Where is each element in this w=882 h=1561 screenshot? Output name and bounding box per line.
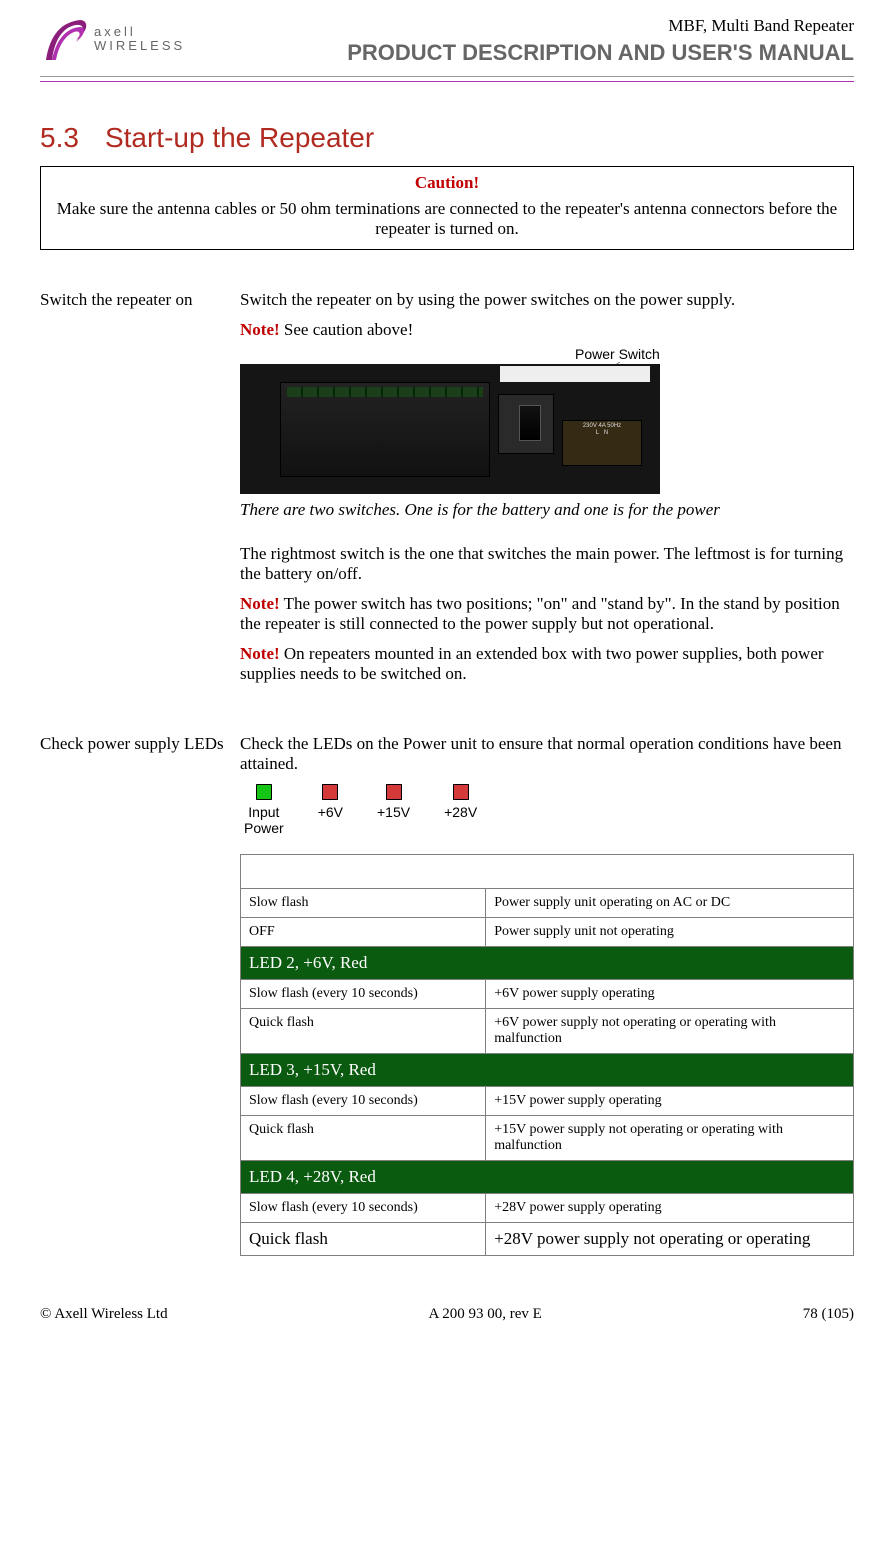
led-meaning: Power supply unit operating on AC or DC (486, 889, 854, 918)
led-color-box (453, 784, 469, 800)
footer-left: © Axell Wireless Ltd (40, 1306, 168, 1323)
step-label: Check power supply LEDs (40, 734, 240, 1256)
led-state: Quick flash (241, 1223, 486, 1256)
led-item: +6V (318, 784, 343, 836)
psu-photo: 230V 4A 50Hz L N (240, 364, 660, 494)
logo: axell WIRELESS (40, 16, 185, 62)
led-label: +6V (318, 804, 343, 820)
divider-accent (40, 81, 854, 82)
step2-intro: Check the LEDs on the Power unit to ensu… (240, 734, 854, 774)
table-section-header: LED 3, +15V, Red (241, 1054, 854, 1087)
page-footer: © Axell Wireless Ltd A 200 93 00, rev E … (40, 1306, 854, 1323)
step1-note2: Note! The power switch has two positions… (240, 594, 854, 634)
led-table: Slow flashPower supply unit operating on… (240, 854, 854, 1256)
table-section-header: LED 2, +6V, Red (241, 947, 854, 980)
step1-note1: Note! See caution above! (240, 320, 854, 340)
step1-p2: The rightmost switch is the one that swi… (240, 544, 854, 584)
photo-caption: There are two switches. One is for the b… (240, 500, 854, 520)
table-row: OFFPower supply unit not operating (241, 918, 854, 947)
led-state: Slow flash (241, 889, 486, 918)
led-meaning: +15V power supply not operating or opera… (486, 1116, 854, 1161)
led-meaning: +6V power supply operating (486, 980, 854, 1009)
led-state: Slow flash (every 10 seconds) (241, 980, 486, 1009)
table-row: Slow flashPower supply unit operating on… (241, 889, 854, 918)
led-label: Input Power (244, 804, 284, 836)
terminal-label: 230V 4A 50Hz L N (562, 420, 642, 466)
led-meaning: +28V power supply operating (486, 1194, 854, 1223)
axell-swirl-icon (40, 16, 90, 62)
step-check-leds: Check power supply LEDs Check the LEDs o… (40, 734, 854, 1256)
section-heading: 5.3 Start-up the Repeater (40, 122, 854, 154)
logo-line1: axell (94, 25, 185, 39)
led-label: +28V (444, 804, 477, 820)
table-row: Quick flash+6V power supply not operatin… (241, 1009, 854, 1054)
led-item: +28V (444, 784, 477, 836)
step-switch-on: Switch the repeater on Switch the repeat… (40, 290, 854, 694)
divider (40, 76, 854, 77)
step1-p1: Switch the repeater on by using the powe… (240, 290, 854, 310)
footer-right: 78 (105) (803, 1306, 854, 1323)
product-name: MBF, Multi Band Repeater (347, 16, 854, 36)
led-state: OFF (241, 918, 486, 947)
led-item: Input Power (244, 784, 284, 836)
caution-box: Caution! Make sure the antenna cables or… (40, 166, 854, 250)
led-label: +15V (377, 804, 410, 820)
led-meaning: +6V power supply not operating or operat… (486, 1009, 854, 1054)
caution-body: Make sure the antenna cables or 50 ohm t… (49, 199, 845, 239)
step-label: Switch the repeater on (40, 290, 240, 694)
led-state: Slow flash (every 10 seconds) (241, 1087, 486, 1116)
table-section-header: LED 4, +28V, Red (241, 1161, 854, 1194)
led-state: Slow flash (every 10 seconds) (241, 1194, 486, 1223)
footer-center: A 200 93 00, rev E (429, 1306, 542, 1323)
table-row: Slow flash (every 10 seconds)+28V power … (241, 1194, 854, 1223)
manual-title: PRODUCT DESCRIPTION AND USER'S MANUAL (347, 40, 854, 66)
table-row: Slow flash (every 10 seconds)+6V power s… (241, 980, 854, 1009)
step1-note3: Note! On repeaters mounted in an extende… (240, 644, 854, 684)
psu-photo-wrap: Power Switch 230V 4A 50Hz L N (240, 364, 660, 494)
page-header: axell WIRELESS MBF, Multi Band Repeater … (40, 16, 854, 66)
led-legend: Input Power +6V +15V +28V (244, 784, 854, 836)
led-item: +15V (377, 784, 410, 836)
caution-title: Caution! (49, 173, 845, 193)
led-color-box (256, 784, 272, 800)
led-state: Quick flash (241, 1009, 486, 1054)
logo-line2: WIRELESS (94, 39, 185, 53)
table-row: Slow flash (every 10 seconds)+15V power … (241, 1087, 854, 1116)
table-row: Quick flash+15V power supply not operati… (241, 1116, 854, 1161)
section-number: 5.3 (40, 122, 79, 153)
table-row: Quick flash+28V power supply not operati… (241, 1223, 854, 1256)
table-blank-header (241, 855, 854, 889)
led-meaning: Power supply unit not operating (486, 918, 854, 947)
led-meaning: +15V power supply operating (486, 1087, 854, 1116)
led-color-box (386, 784, 402, 800)
power-switch-label: Power Switch (575, 346, 660, 362)
led-meaning: +28V power supply not operating or opera… (486, 1223, 854, 1256)
led-state: Quick flash (241, 1116, 486, 1161)
led-color-box (322, 784, 338, 800)
section-title: Start-up the Repeater (105, 122, 374, 153)
